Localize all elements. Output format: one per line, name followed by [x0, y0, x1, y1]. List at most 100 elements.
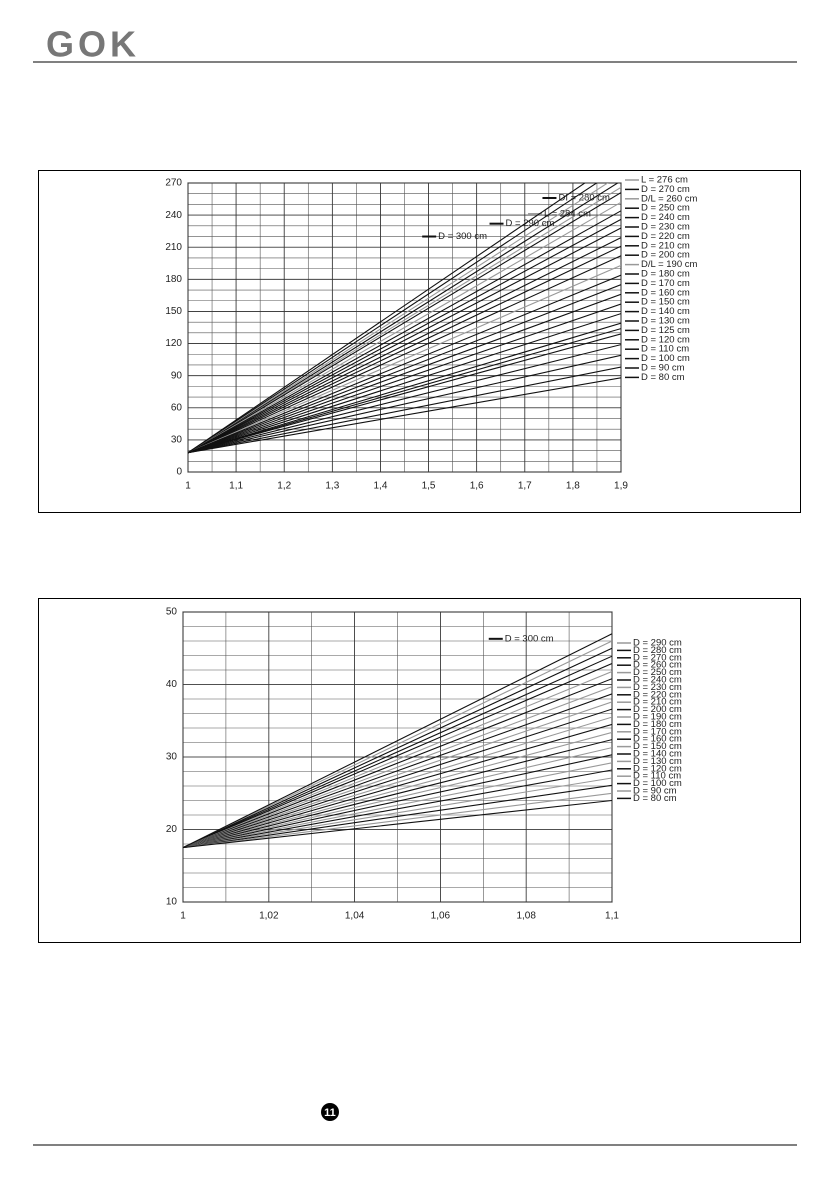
chart: 10 20 30 40 50 1 1,02 1,04 1,06 1,08 1,1 D = 290 cm…	[166, 607, 682, 922]
series-line	[188, 245, 621, 454]
legend-label: D = 80 cm	[633, 793, 677, 804]
series-line	[183, 701, 612, 849]
y-tick-label: 30	[171, 435, 183, 446]
series-line	[183, 777, 612, 849]
x-tick-label: 1,6	[470, 481, 484, 492]
x-tick-label: 1,1	[605, 911, 619, 922]
series-line	[183, 792, 612, 849]
legend-label: D = 90 cm	[633, 786, 677, 797]
series-line	[183, 739, 612, 849]
legend-label: D = 130 cm	[641, 316, 690, 327]
chart-frame	[38, 598, 801, 943]
series-line	[188, 255, 621, 454]
legend-label: D = 160 cm	[633, 734, 682, 745]
series-line	[188, 313, 621, 454]
legend-label: D = 150 cm	[641, 297, 690, 308]
chart-frame	[38, 170, 801, 513]
y-tick-label: 210	[165, 242, 182, 253]
series-line	[183, 647, 612, 849]
series-line	[183, 662, 612, 849]
series-line	[188, 183, 598, 454]
series-line	[183, 640, 612, 849]
series-line	[188, 274, 621, 454]
series-line	[188, 303, 621, 454]
legend-label: D = 130 cm	[633, 756, 682, 767]
page-badge	[321, 1103, 339, 1121]
legend-label: D = 210 cm	[641, 240, 690, 251]
series-line	[188, 183, 619, 454]
legend-label: D = 80 cm	[641, 372, 685, 383]
x-tick-label: 1,9	[614, 481, 628, 492]
series-line	[188, 218, 621, 454]
legend-label: D/L = 260 cm	[641, 193, 697, 204]
series-line	[188, 333, 621, 454]
legend-label: D = 230 cm	[641, 222, 690, 233]
series-line	[183, 708, 612, 849]
x-tick-label: 1,2	[277, 481, 291, 492]
series-line	[183, 762, 612, 849]
series-line	[183, 633, 612, 849]
series-line	[188, 186, 621, 454]
legend-label: D = 210 cm	[633, 697, 682, 708]
series-line	[188, 344, 621, 454]
x-tick-label: 1,4	[373, 481, 387, 492]
legend-label: D = 200 cm	[641, 250, 690, 261]
series-line	[183, 723, 612, 849]
legend-label: D = 150 cm	[633, 741, 682, 752]
y-tick-label: 120	[165, 338, 182, 349]
legend-label: D = 250 cm	[633, 667, 682, 678]
legend-label: D = 90 cm	[641, 363, 685, 374]
legend-label: D = 125 cm	[641, 325, 690, 336]
series-label: D = 300 cm	[505, 633, 554, 644]
legend-label: D = 260 cm	[633, 660, 682, 671]
logo: GOK	[46, 24, 140, 65]
y-tick-label: 150	[165, 306, 182, 317]
y-tick-label: 180	[165, 274, 182, 285]
legend-label: D = 270 cm	[641, 184, 690, 195]
legend-label: D = 250 cm	[641, 203, 690, 214]
series-line	[188, 377, 621, 454]
series-line	[188, 227, 621, 454]
series-line	[183, 670, 612, 849]
series-line	[188, 293, 621, 454]
series-label: D = 290 cm	[506, 218, 555, 229]
page-number: 11	[324, 1107, 336, 1119]
y-tick-label: 270	[165, 178, 182, 189]
legend-label: D = 220 cm	[633, 689, 682, 700]
legend-label: D = 180 cm	[641, 269, 690, 280]
legend-label: D = 170 cm	[633, 726, 682, 737]
series-line	[188, 183, 609, 454]
x-tick-label: 1,5	[422, 481, 436, 492]
y-tick-label: 90	[171, 370, 183, 381]
series-line	[183, 678, 612, 849]
series-line	[183, 655, 612, 849]
series-line	[188, 264, 621, 454]
legend-label: D = 160 cm	[641, 287, 690, 298]
chart: 0 30 60 90 120 150 180 210 240 270 1 1,1 1,2 1,3 1,4 1,…	[165, 175, 697, 492]
legend-label: D = 120 cm	[641, 334, 690, 345]
series-line	[183, 731, 612, 849]
x-tick-label: 1	[185, 481, 191, 492]
y-tick-label: 60	[171, 402, 183, 413]
x-tick-label: 1,08	[516, 911, 536, 922]
series-line	[183, 716, 612, 849]
legend-label: D = 280 cm	[633, 645, 682, 656]
series-line	[188, 237, 621, 454]
legend-label: D = 170 cm	[641, 278, 690, 289]
x-tick-label: 1,1	[229, 481, 243, 492]
legend-label: D = 220 cm	[641, 231, 690, 242]
legend-label: D = 240 cm	[641, 212, 690, 223]
legend-label: D = 110 cm	[633, 771, 681, 782]
legend-label: D = 100 cm	[641, 353, 690, 364]
series-line	[188, 322, 621, 454]
series-line	[188, 210, 621, 454]
x-tick-label: 1,3	[325, 481, 339, 492]
x-tick-label: 1,02	[259, 911, 279, 922]
y-tick-label: 40	[166, 679, 178, 690]
series-line	[188, 201, 621, 454]
x-tick-label: 1	[180, 911, 186, 922]
x-tick-label: 1,04	[345, 911, 365, 922]
series-label: D = 300 cm	[438, 231, 487, 242]
legend-label: D = 200 cm	[633, 704, 682, 715]
legend-label: D/L = 190 cm	[641, 259, 697, 270]
